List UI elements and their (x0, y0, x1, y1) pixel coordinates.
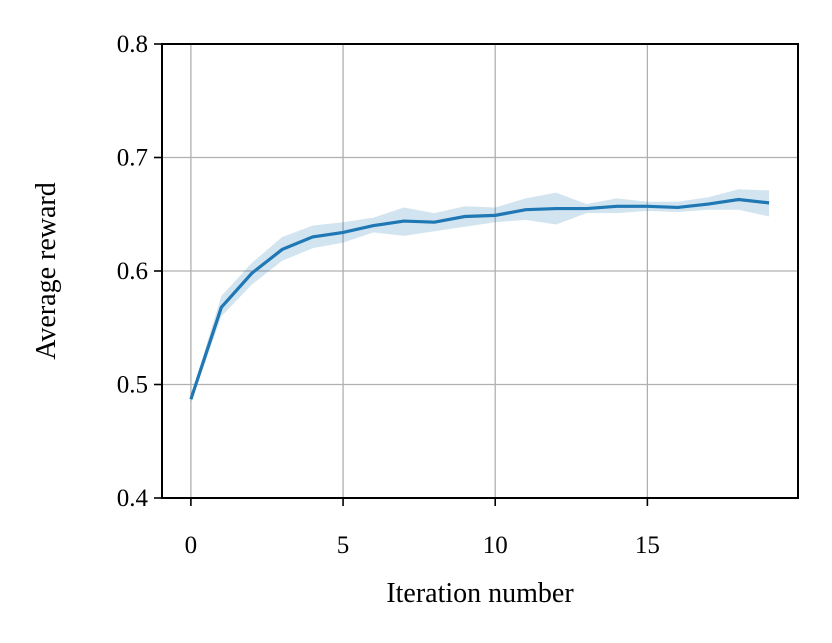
x-axis-label: Iteration number (386, 578, 574, 609)
x-tick-label: 0 (185, 532, 198, 559)
y-tick-label: 0.4 (117, 485, 149, 512)
y-tick-label: 0.8 (117, 31, 148, 58)
y-tick-label: 0.6 (117, 258, 148, 285)
y-tick-label: 0.5 (117, 372, 148, 399)
x-tick-label: 15 (635, 532, 660, 559)
y-tick-label: 0.7 (117, 145, 148, 172)
x-tick-label: 5 (337, 532, 350, 559)
plot-frame (161, 43, 799, 499)
confidence-band (190, 189, 770, 403)
y-axis-label: Average reward (31, 182, 62, 359)
line (189, 197, 770, 400)
x-tick-label: 10 (483, 532, 508, 559)
